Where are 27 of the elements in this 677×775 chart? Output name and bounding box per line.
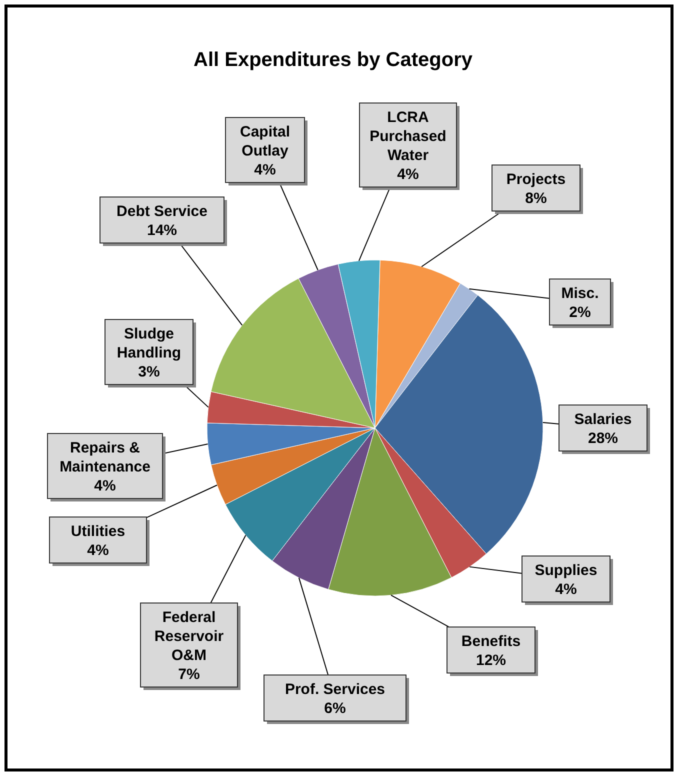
slice-label: Misc. (561, 285, 599, 302)
slice-label: Supplies (534, 562, 598, 579)
data-label: 8% (525, 190, 547, 207)
data-label: 4% (397, 166, 419, 183)
slice-label: LCRA Purchased Water (370, 109, 446, 164)
chart-title: All Expenditures by Category (194, 49, 474, 71)
slice-label: Capital Outlay (240, 124, 290, 160)
slice-label: Prof. Services (284, 681, 386, 698)
data-label: 14% (146, 222, 178, 239)
data-label: 4% (94, 478, 116, 494)
slice-label: Benefits (461, 633, 521, 650)
data-label: 4% (555, 581, 577, 598)
slice-label: Projects (506, 171, 566, 188)
data-label: 2% (569, 304, 591, 321)
slice-label: Salaries (574, 411, 632, 428)
data-label: 12% (476, 652, 506, 669)
data-label: 4% (87, 542, 109, 559)
data-label: 28% (588, 430, 618, 447)
data-label: 4% (254, 162, 276, 178)
slice-label: Repairs & Maintenance (60, 440, 150, 476)
data-label: 7% (178, 666, 200, 683)
slice-label: Debt Service (116, 203, 208, 220)
data-label: 6% (324, 700, 346, 717)
slice-label: Federal Reservoir O&M (154, 609, 224, 664)
slice-label: Utilities (70, 523, 126, 540)
data-label: 3% (138, 364, 160, 380)
slice-label: Sludge Handling (116, 326, 182, 362)
